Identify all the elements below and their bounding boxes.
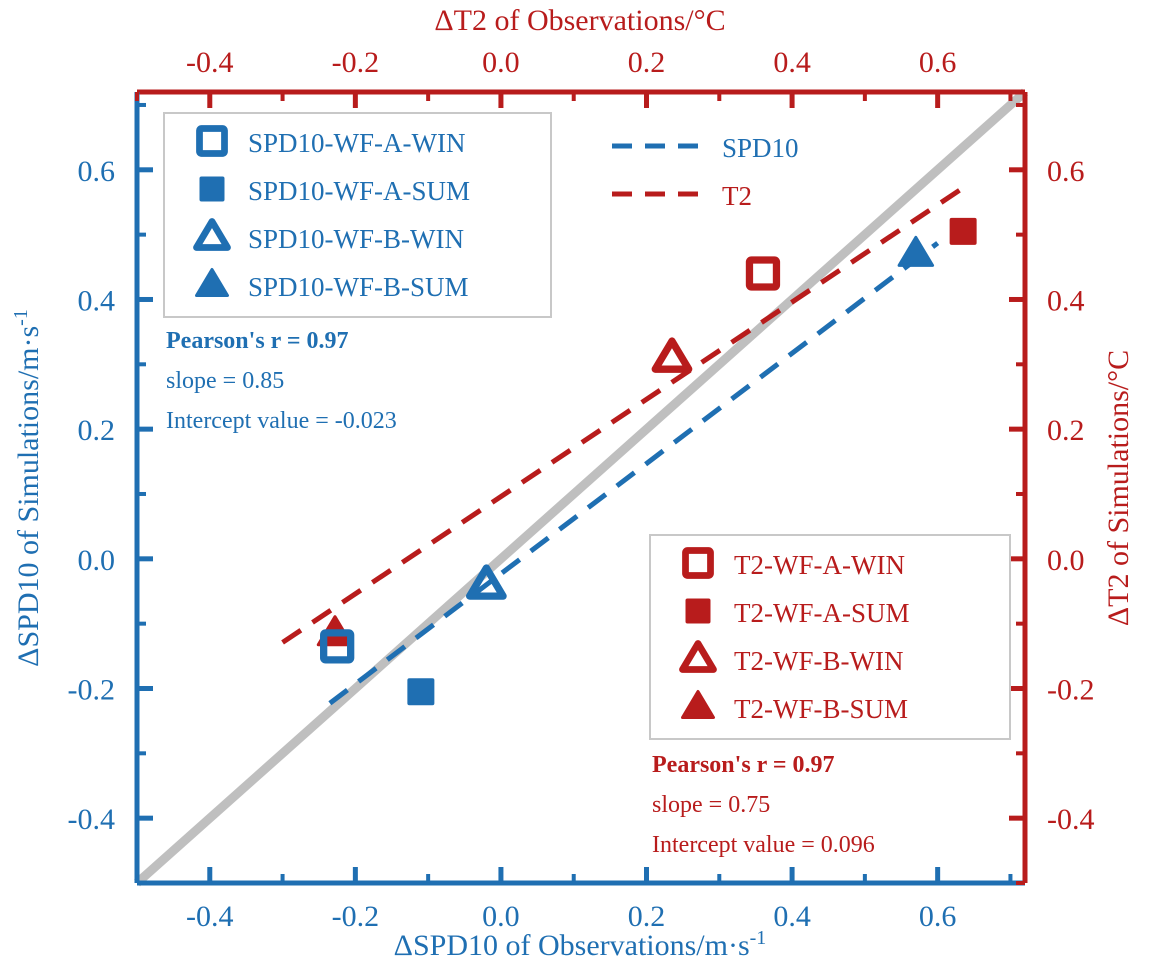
datapoint-spd10-wf-a-sum-filled-square-marker (407, 678, 435, 706)
legend-line-label-spd10: SPD10 (722, 133, 799, 163)
tick-label-top: 0.2 (628, 46, 666, 79)
legend-t2-label-2: T2-WF-B-WIN (734, 646, 903, 676)
datapoint-spd10-wf-b-win-open-triangle-marker (465, 564, 507, 600)
datapoint-t2-wf-a-sum-filled-square-marker (949, 217, 977, 245)
tick-label-right: 0.2 (1047, 414, 1085, 447)
tick-label-bottom: 0.4 (773, 900, 811, 933)
tick-label-right: -0.4 (1047, 803, 1095, 836)
legend-t2-label-0: T2-WF-A-WIN (734, 550, 905, 580)
legend-spd10-marker-3-filled-triangle-marker (195, 268, 229, 297)
legend-spd10-label-0: SPD10-WF-A-WIN (248, 128, 465, 158)
legend-t2-label-3: T2-WF-B-SUM (734, 694, 908, 724)
tick-label-top: 0.6 (919, 46, 957, 79)
legend-spd10-label-3: SPD10-WF-B-SUM (248, 272, 469, 302)
tick-label-right: 0.4 (1047, 284, 1085, 317)
tick-label-left: 0.6 (78, 155, 116, 188)
tick-label-top: -0.2 (332, 46, 380, 79)
tick-label-bottom: 0.2 (628, 900, 666, 933)
tick-label-bottom: -0.2 (332, 900, 380, 933)
tick-label-left: 0.2 (78, 414, 116, 447)
legend-spd10-marker-2-open-triangle-marker (193, 218, 231, 251)
tick-label-bottom: -0.4 (186, 900, 234, 933)
tick-label-top: 0.4 (773, 46, 811, 79)
tick-label-top: -0.4 (186, 46, 234, 79)
tick-label-left: -0.2 (68, 673, 116, 706)
tick-label-left: 0.4 (78, 284, 116, 317)
tick-label-right: 0.0 (1047, 544, 1085, 577)
legend-t2-marker-2-open-triangle-marker (679, 640, 717, 673)
tick-label-left: 0.0 (78, 544, 116, 577)
axis-title-right: ΔT2 of Simulations/°C (1102, 350, 1135, 626)
datapoint-t2-wf-a-win-open-square-marker (745, 256, 781, 291)
t2-slope: slope = 0.75 (652, 792, 770, 818)
spd10-slope: slope = 0.85 (166, 368, 284, 394)
datapoint-spd10-wf-a-win-open-square-marker (320, 629, 355, 664)
legend-line-label-t2: T2 (722, 181, 752, 211)
axis-title-left: ΔSPD10 of Simulations/m·s-1 (10, 309, 45, 667)
legend-t2-label-1: T2-WF-A-SUM (734, 598, 910, 628)
datapoint-spd10-wf-b-sum-filled-triangle-marker (897, 235, 935, 267)
spd10-pearson-r: Pearson's r = 0.97 (166, 328, 349, 354)
legend-spd10-marker-0-open-square-marker (196, 125, 228, 157)
legend-box-t2[interactable] (649, 534, 1011, 740)
tick-label-bottom: 0.6 (919, 900, 957, 933)
legend-spd10-label-2: SPD10-WF-B-WIN (248, 224, 464, 254)
axis-title-bottom: ΔSPD10 of Observations/m·s-1 (394, 927, 767, 962)
legend-spd10-marker-1-filled-square-marker (199, 176, 225, 202)
legend-spd10-label-1: SPD10-WF-A-SUM (248, 176, 470, 206)
tick-label-top: 0.0 (482, 46, 520, 79)
tick-label-left: -0.4 (68, 803, 116, 836)
fit-line-t2 (281, 188, 961, 645)
tick-label-bottom: 0.0 (482, 900, 520, 933)
spd10-intercept: Intercept value = -0.023 (166, 408, 397, 434)
identity-reference-line (134, 88, 1028, 887)
axis-title-top: ΔT2 of Observations/°C (434, 4, 725, 37)
legend-t2-marker-0-open-square-marker (682, 547, 714, 579)
legend-t2-marker-3-filled-triangle-marker (681, 690, 715, 719)
t2-pearson-r: Pearson's r = 0.97 (652, 752, 835, 778)
datapoint-t2-wf-b-win-open-triangle-marker (651, 337, 693, 373)
legend-box-spd10[interactable] (163, 112, 552, 318)
tick-label-right: 0.6 (1047, 155, 1085, 188)
legend-t2-marker-1-filled-square-marker (685, 598, 711, 624)
t2-intercept: Intercept value = 0.096 (652, 832, 875, 858)
tick-label-right: -0.2 (1047, 673, 1095, 706)
fit-line-spd10 (328, 241, 940, 706)
